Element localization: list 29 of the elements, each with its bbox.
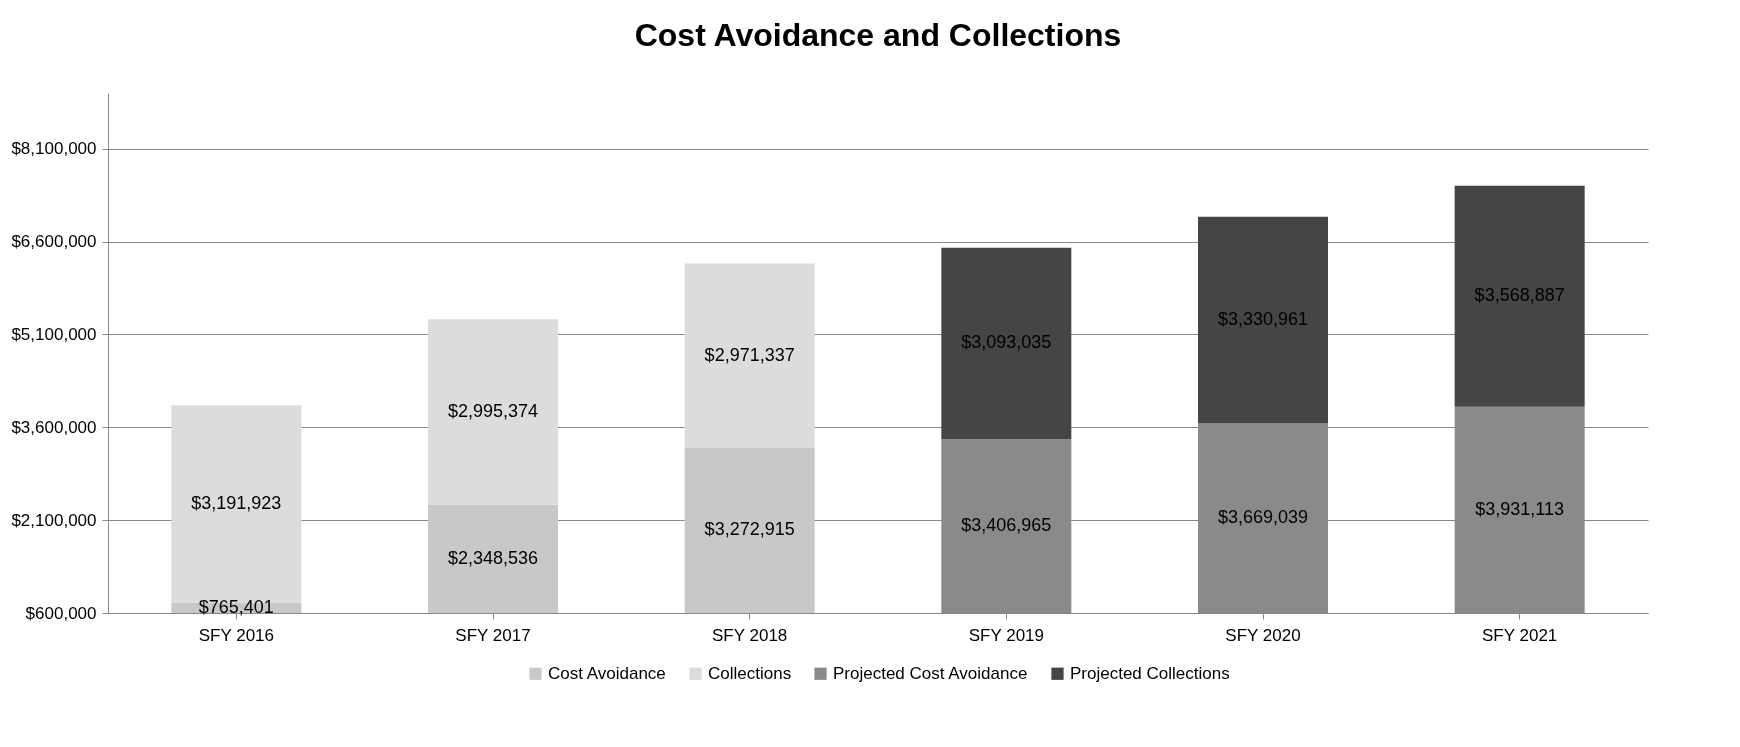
x-tick-label: SFY 2021	[1482, 625, 1558, 645]
x-tick-label: SFY 2019	[968, 625, 1044, 645]
chart-title: Cost Avoidance and Collections	[634, 17, 1122, 53]
data-label: $3,272,915	[704, 519, 795, 540]
data-label: $3,093,035	[961, 332, 1052, 353]
legend-label: Cost Avoidance	[548, 663, 666, 683]
y-tick-label: $3,600,000	[11, 417, 97, 437]
y-tick-label: $6,600,000	[11, 232, 97, 252]
data-label: $3,191,923	[191, 492, 282, 513]
y-tick-label: $600,000	[25, 603, 97, 623]
y-tick-label: $2,100,000	[11, 510, 97, 530]
legend-label: Projected Cost Avoidance	[833, 663, 1028, 683]
legend-label: Collections	[708, 663, 792, 683]
data-label: $3,330,961	[1217, 308, 1309, 329]
data-label: $3,568,887	[1474, 285, 1565, 306]
data-label: $765,401	[198, 596, 274, 617]
x-tick-label: SFY 2018	[712, 625, 788, 645]
data-label: $3,669,039	[1217, 507, 1309, 528]
y-tick-label: $5,100,000	[11, 324, 97, 344]
data-label: $3,931,113	[1475, 498, 1565, 519]
legend-label: Projected Collections	[1070, 663, 1230, 683]
data-label: $2,995,374	[447, 401, 539, 422]
data-label: $3,406,965	[961, 515, 1052, 536]
x-tick-label: SFY 2016	[198, 625, 274, 645]
x-tick-label: SFY 2017	[455, 625, 531, 645]
y-tick-label: $8,100,000	[11, 139, 97, 159]
data-label: $2,971,337	[704, 344, 795, 365]
data-label: $2,348,536	[447, 547, 539, 568]
x-tick-label: SFY 2020	[1225, 625, 1301, 645]
